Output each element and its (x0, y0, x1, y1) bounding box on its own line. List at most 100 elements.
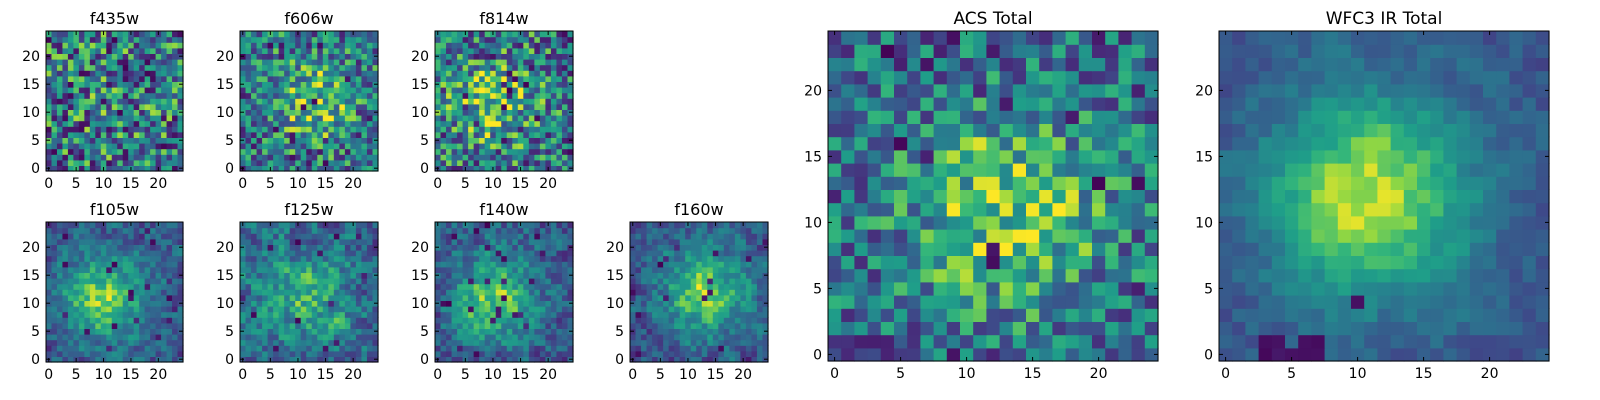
heatmap-cell (440, 278, 447, 285)
heatmap-cell (734, 266, 741, 273)
heatmap-cell (317, 109, 324, 116)
heatmap-cell (51, 283, 58, 290)
heatmap-cell (674, 233, 681, 240)
heatmap-cell (435, 311, 442, 318)
heatmap-cell (256, 47, 263, 54)
heatmap-cell (289, 31, 296, 38)
heatmap-cell (734, 356, 741, 363)
heatmap-cell (289, 283, 296, 290)
heatmap-cell (251, 345, 258, 352)
heatmap-cell (339, 255, 346, 262)
heatmap-cell (462, 289, 469, 296)
heatmap-cell (718, 233, 725, 240)
heatmap-cell (95, 278, 102, 285)
heatmap-cell (177, 70, 184, 77)
heatmap-cell (51, 36, 58, 43)
heatmap-cell (300, 278, 307, 285)
heatmap-cell (652, 227, 659, 234)
heatmap-cell (262, 289, 269, 296)
heatmap-cell (284, 64, 291, 71)
heatmap-cell (144, 306, 151, 313)
heatmap-cell (701, 266, 708, 273)
heatmap-cell (295, 350, 302, 357)
heatmap-cell (133, 47, 140, 54)
heatmap-cell (1026, 334, 1040, 349)
heatmap-cell (490, 250, 497, 257)
heatmap-cell (262, 233, 269, 240)
heatmap-cell (479, 148, 486, 155)
heatmap-cell (534, 300, 541, 307)
heatmap-cell (56, 36, 64, 43)
heatmap-cell (506, 278, 513, 285)
heatmap-cell (51, 306, 58, 313)
heatmap-cell (62, 81, 69, 88)
heatmap-cell (100, 350, 107, 357)
heatmap-cell (523, 159, 530, 166)
heatmap-cell (311, 103, 318, 110)
heatmap-cell (46, 87, 53, 94)
heatmap-cell (106, 261, 113, 268)
heatmap-cell (311, 137, 318, 144)
heatmap-cell (306, 103, 313, 110)
heatmap-cell (630, 283, 637, 290)
heatmap-cell (685, 311, 692, 318)
heatmap-cell (685, 294, 692, 301)
heatmap-cell (150, 64, 157, 71)
heatmap-cell (339, 278, 346, 285)
heatmap-cell (73, 266, 80, 273)
heatmap-cell (462, 137, 469, 144)
heatmap-cell (718, 300, 725, 307)
heatmap-cell (300, 233, 307, 240)
heatmap-cell (155, 278, 162, 285)
heatmap-cell (729, 255, 736, 262)
heatmap-cell (267, 255, 274, 262)
heatmap-cell (457, 92, 464, 99)
heatmap-cell (657, 345, 664, 352)
heatmap-cell (729, 350, 736, 357)
heatmap-cell (245, 109, 252, 116)
heatmap-cell (473, 322, 480, 329)
heatmap-cell (344, 47, 351, 54)
heatmap-cell (267, 227, 274, 234)
heatmap-cell (333, 306, 340, 313)
heatmap-cell (630, 317, 637, 324)
heatmap-cell (267, 70, 274, 77)
heatmap-cell (166, 250, 173, 257)
heatmap-cell (734, 244, 741, 251)
heatmap-cell (117, 356, 124, 363)
heatmap-cell (111, 75, 118, 82)
heatmap-cell (144, 137, 151, 144)
heatmap-cell (707, 356, 714, 363)
heatmap-cell (78, 165, 85, 172)
heatmap-cell (56, 350, 64, 357)
heatmap-cell (372, 70, 379, 77)
heatmap-cell (289, 317, 296, 324)
heatmap-cell (657, 322, 664, 329)
heatmap-cell (177, 350, 184, 357)
heatmap-cell (56, 159, 64, 166)
heatmap-cell (361, 289, 368, 296)
heatmap-cell (78, 227, 85, 234)
heatmap-cell (344, 59, 351, 66)
heatmap-cell (1092, 295, 1106, 309)
heatmap-cell (506, 233, 513, 240)
heatmap-cell (679, 356, 686, 363)
heatmap-cell (440, 120, 447, 127)
heatmap-cell (539, 87, 546, 94)
heatmap-cell (144, 317, 151, 324)
heatmap-cell (528, 272, 535, 279)
heatmap-cell (51, 322, 58, 329)
heatmap-cell (144, 300, 151, 307)
heatmap-cell (490, 64, 497, 71)
heatmap-cell (679, 255, 686, 262)
heatmap-cell (56, 345, 64, 352)
heatmap-cell (696, 283, 703, 290)
y-tick-label: 20 (216, 240, 234, 256)
heatmap-cell (128, 47, 135, 54)
heatmap-cell (490, 87, 497, 94)
heatmap-cell (89, 334, 96, 341)
heatmap-cell (473, 238, 480, 245)
heatmap-cell (89, 356, 96, 363)
heatmap-cell (144, 222, 151, 229)
